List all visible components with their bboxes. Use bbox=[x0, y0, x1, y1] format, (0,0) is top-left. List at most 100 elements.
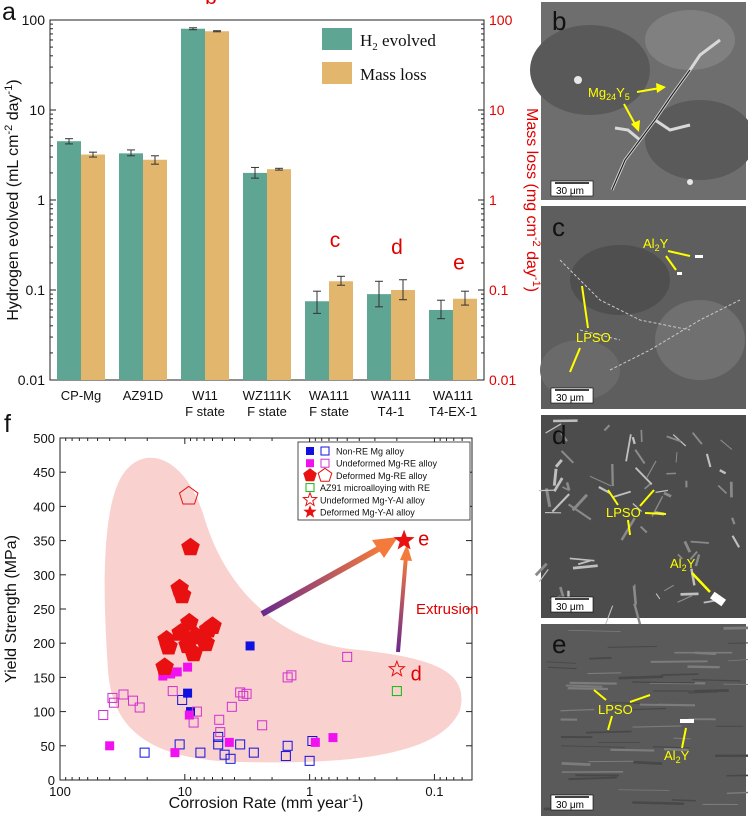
al2y-particle bbox=[709, 591, 727, 607]
lpso-streak bbox=[632, 725, 682, 728]
pointer-arrow bbox=[607, 489, 619, 506]
lpso-streak bbox=[567, 687, 609, 691]
lpso-streak bbox=[607, 645, 658, 648]
category-label: T4-EX-1 bbox=[429, 404, 477, 419]
scale-bar-box bbox=[550, 596, 594, 613]
lpso-streak bbox=[723, 626, 748, 630]
panel-label-a: a bbox=[2, 0, 16, 26]
pointer-arrow bbox=[636, 87, 661, 93]
ylabel-right-a: Mass loss (mg cm-2 day-1) bbox=[523, 108, 542, 292]
lpso-streak bbox=[587, 672, 622, 675]
lpso-streak bbox=[663, 747, 689, 752]
phase-label-lpso-c: LPSO bbox=[576, 330, 611, 345]
lpso-needle bbox=[690, 540, 709, 544]
data-point bbox=[215, 727, 226, 738]
lpso-needle bbox=[589, 475, 612, 487]
grain bbox=[645, 100, 748, 180]
lpso-streak bbox=[728, 659, 748, 662]
data-point bbox=[167, 686, 178, 697]
ytick-label-left: 0.01 bbox=[18, 372, 45, 388]
data-point bbox=[195, 747, 206, 758]
lpso-needle bbox=[646, 460, 657, 478]
data-point bbox=[214, 714, 225, 725]
ytick-label-right: 10 bbox=[489, 102, 505, 118]
scale-bar-label: 30 μm bbox=[556, 602, 584, 613]
lpso-streak bbox=[673, 737, 691, 740]
data-point bbox=[241, 688, 252, 699]
ytick-label-right: 0.1 bbox=[489, 282, 509, 298]
lpso-needle bbox=[694, 554, 701, 567]
category-label: CP-Mg bbox=[61, 388, 101, 403]
micrograph-e: e LPSO Al2Y 30 μm bbox=[541, 624, 748, 816]
lpso-streaks bbox=[543, 626, 748, 811]
lpso-needle bbox=[611, 464, 614, 487]
data-point bbox=[170, 748, 180, 758]
lpso-needle bbox=[634, 467, 653, 486]
annotation-extrusion: Extrusion bbox=[416, 601, 479, 618]
grain bbox=[570, 245, 670, 315]
lpso-needle bbox=[603, 424, 611, 432]
grain bbox=[645, 10, 735, 70]
bars-a bbox=[57, 27, 477, 381]
lpso-needle bbox=[545, 423, 562, 434]
ytick-label-right: 100 bbox=[489, 12, 513, 28]
data-point bbox=[235, 687, 246, 698]
legend-swatch-h2 bbox=[322, 28, 352, 50]
bar-annotations-a: b c d e bbox=[205, 0, 465, 274]
scale-bar-box bbox=[550, 794, 594, 811]
xlabel-f: Corrosion Rate (mm year-1) bbox=[169, 793, 364, 812]
data-point bbox=[286, 670, 297, 681]
al2y-particle bbox=[695, 255, 703, 258]
ylabel-left-a: Hydrogen evolved (mL cm-2 day-1) bbox=[3, 79, 22, 320]
category-label: WA111 bbox=[371, 388, 411, 403]
data-point bbox=[203, 616, 222, 634]
lpso-needle bbox=[663, 491, 672, 498]
lpso-network bbox=[559, 259, 741, 371]
data-point bbox=[172, 585, 192, 604]
shaded-region bbox=[104, 457, 462, 763]
legend-label: Undeformed Mg-RE alloy bbox=[336, 459, 438, 469]
phase-label-al2y-d: Al2Y bbox=[670, 556, 696, 573]
lpso-streak bbox=[632, 681, 695, 684]
ytick-label: 50 bbox=[41, 739, 55, 754]
legend-f: Non-RE Mg alloy Undeformed Mg-RE alloy Def… bbox=[297, 441, 471, 521]
ytick-label-left: 100 bbox=[22, 12, 46, 28]
lpso-streak bbox=[661, 673, 699, 676]
bar-annotation: b bbox=[205, 0, 217, 9]
micrograph-c: c Al2Y LPSO 30 μm bbox=[540, 206, 746, 409]
bar bbox=[57, 141, 81, 380]
legend-label: Deformed Mg-RE alloy bbox=[336, 471, 428, 481]
pointer-arrow bbox=[569, 347, 581, 373]
data-point bbox=[304, 755, 315, 766]
legend-label: Undeformed Mg-Y-Al alloy bbox=[320, 495, 425, 505]
bar bbox=[243, 172, 267, 380]
lpso-needle bbox=[544, 488, 552, 508]
pointer-arrowhead bbox=[631, 120, 640, 132]
data-point bbox=[213, 739, 224, 750]
lpso-streak bbox=[726, 774, 748, 777]
scatter-chart-f: f 0 50 100 150 200 250 300 350 400 450 500 100 10 1 0.… bbox=[3, 410, 479, 812]
data-point bbox=[225, 753, 236, 764]
lpso-needle bbox=[560, 432, 568, 442]
lpso-streak bbox=[618, 789, 670, 791]
lpso-needle bbox=[663, 584, 675, 592]
lpso-needle bbox=[572, 564, 598, 570]
lpso-needle bbox=[717, 484, 728, 495]
lpso-streak bbox=[586, 730, 632, 734]
lpso-streak bbox=[632, 801, 685, 805]
micrograph-d-bg bbox=[541, 415, 746, 618]
lpso-needle bbox=[620, 517, 636, 541]
ytick-label: 500 bbox=[33, 431, 55, 446]
lpso-needle bbox=[655, 489, 669, 494]
lpso-needle bbox=[631, 436, 636, 445]
bar bbox=[367, 294, 391, 380]
ytick-label: 450 bbox=[33, 465, 55, 480]
ytick-label: 100 bbox=[33, 705, 55, 720]
grain bbox=[530, 25, 650, 115]
extrusion-arrows bbox=[260, 537, 412, 653]
lpso-needle bbox=[666, 435, 682, 443]
lpso-needle bbox=[577, 559, 591, 566]
pointer-arrow bbox=[607, 715, 613, 731]
arrow-shaft-extrusion bbox=[396, 555, 408, 653]
